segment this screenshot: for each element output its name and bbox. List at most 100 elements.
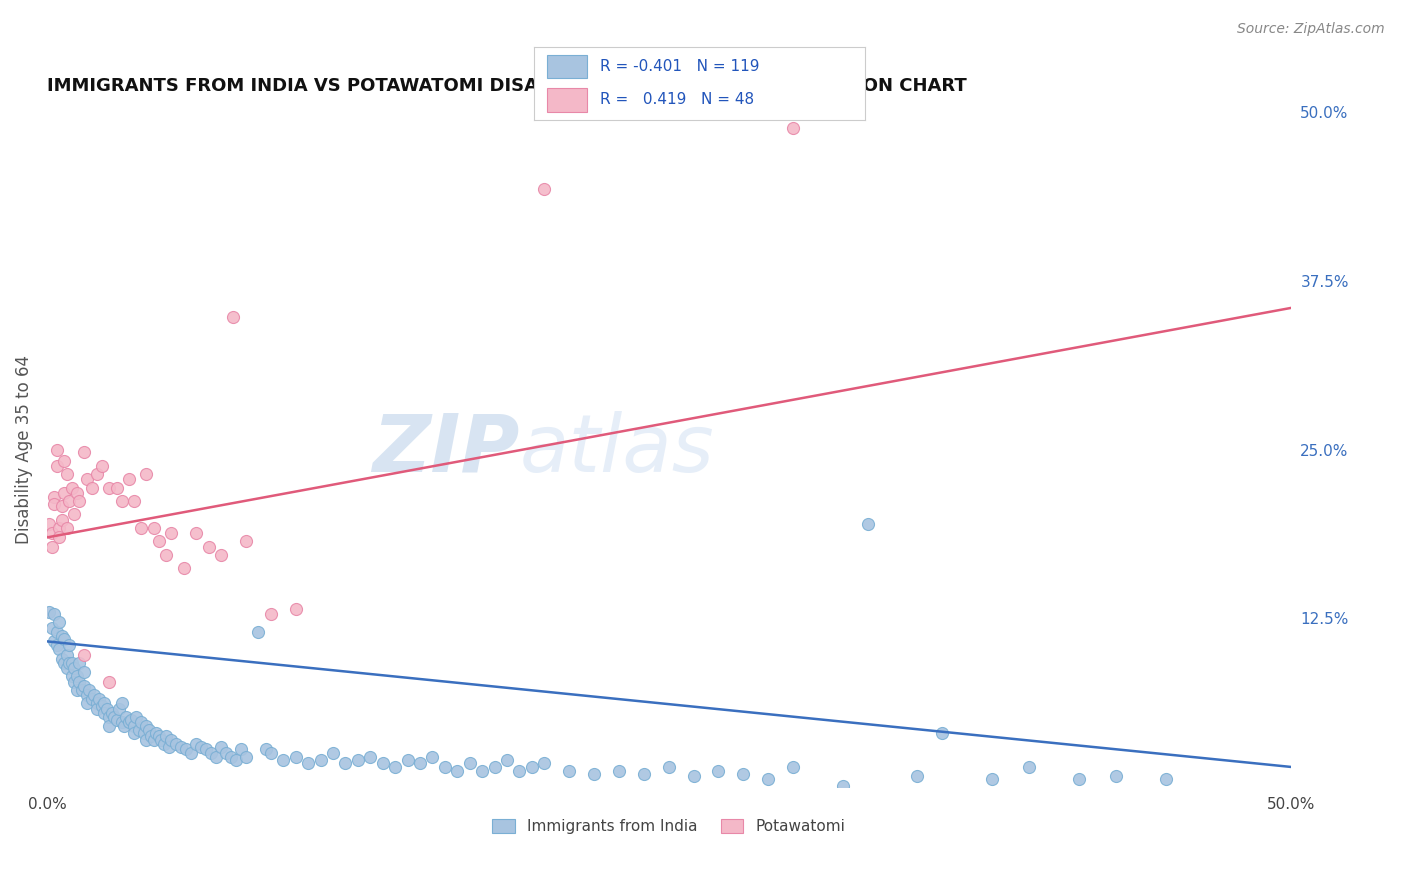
Point [98,719,121,733]
Point [533,182,555,196]
Point [131,715,153,730]
Point [155,548,177,562]
Point [931,726,953,740]
Point [73,445,96,459]
Point [225,753,247,767]
Point [496,753,519,767]
Point [222,310,245,325]
Point [110,715,132,730]
Point [86,467,108,481]
FancyBboxPatch shape [547,88,588,112]
Point [56,467,79,481]
Point [733,766,755,780]
Point [93,706,115,720]
Point [86,702,108,716]
Point [284,750,307,764]
Point [63,674,86,689]
Point [142,732,165,747]
Point [86,697,108,711]
Point [135,719,157,733]
Point [142,521,165,535]
Point [260,747,283,761]
Point [115,710,138,724]
Y-axis label: Disability Age 35 to 64: Disability Age 35 to 64 [15,355,32,544]
Text: R =   0.419   N = 48: R = 0.419 N = 48 [600,93,755,107]
Point [458,756,481,770]
Point [100,706,122,720]
Text: Source: ZipAtlas.com: Source: ZipAtlas.com [1237,22,1385,37]
Point [41,540,63,554]
Point [607,764,630,778]
Point [45,624,67,639]
Point [41,526,63,541]
Point [165,737,187,751]
Point [121,713,143,727]
Point [45,639,67,653]
Point [184,526,207,541]
Point [73,679,96,693]
Point [533,756,555,770]
Point [297,756,319,770]
Point [209,739,232,754]
Point [44,490,66,504]
Point [73,648,96,662]
Point [235,750,257,764]
Point [155,729,177,743]
Point [53,632,76,646]
Point [112,719,135,733]
Point [60,656,83,670]
Point [254,742,277,756]
Point [80,692,103,706]
Legend: Immigrants from India, Potawatomi: Immigrants from India, Potawatomi [486,813,852,840]
Point [322,747,344,761]
Point [105,713,128,727]
Point [195,742,218,756]
Point [484,760,506,774]
Point [66,683,89,698]
Point [122,726,145,740]
Point [48,642,70,657]
FancyBboxPatch shape [547,54,588,78]
Point [51,500,73,514]
Point [346,753,368,767]
Point [48,521,70,535]
Point [135,467,157,481]
Point [309,753,332,767]
Point [60,481,83,495]
Point [782,760,804,774]
Point [831,779,853,793]
Point [66,669,89,683]
Point [190,739,212,754]
Point [633,766,655,780]
Point [76,472,98,486]
Point [756,772,779,786]
Point [141,729,163,743]
Point [209,548,232,562]
Point [44,497,66,511]
Point [471,764,494,778]
Point [63,508,86,522]
Point [48,615,70,630]
Point [51,629,73,643]
Text: R = -0.401   N = 119: R = -0.401 N = 119 [600,59,759,74]
Point [51,652,73,666]
Point [173,561,195,575]
Point [66,486,89,500]
Point [58,639,80,653]
Point [170,739,193,754]
Point [135,732,157,747]
Point [110,697,132,711]
Point [396,753,419,767]
Point [180,747,202,761]
Point [197,540,219,554]
Point [98,710,121,724]
Point [160,732,183,747]
Point [128,723,150,738]
Point [48,531,70,545]
Point [98,481,121,495]
Point [707,764,730,778]
Point [1018,760,1040,774]
Point [1069,772,1091,786]
Point [56,661,79,675]
Point [38,516,60,531]
